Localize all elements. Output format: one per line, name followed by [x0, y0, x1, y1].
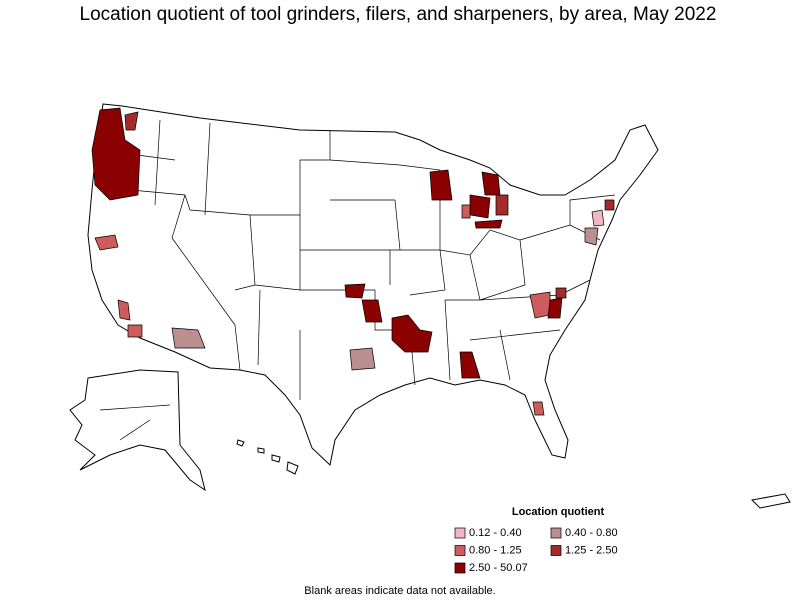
area	[474, 219, 503, 229]
legend-swatch	[550, 545, 562, 556]
legend-swatch	[454, 527, 466, 539]
lower-48	[87, 103, 659, 466]
legend-label: 0.40 - 0.80	[565, 527, 618, 539]
area	[117, 299, 131, 321]
area	[349, 347, 376, 371]
alaska	[69, 369, 206, 492]
legend-title: Location quotient	[512, 506, 605, 518]
area	[391, 314, 433, 353]
area	[171, 327, 206, 349]
footnote: Blank areas indicate data not available.	[304, 585, 495, 597]
legend-label: 0.12 - 0.40	[469, 527, 522, 539]
area	[461, 204, 471, 219]
shaded-areas	[91, 107, 615, 416]
legend-label: 1.25 - 2.50	[565, 544, 618, 556]
legend-swatch	[550, 527, 562, 539]
legend-swatch	[454, 545, 466, 556]
alaska-borders	[99, 404, 171, 441]
area	[547, 297, 563, 319]
area	[555, 287, 567, 299]
area	[94, 234, 119, 251]
area	[604, 199, 615, 211]
area	[361, 299, 383, 323]
legend-label: 2.50 - 50.07	[469, 562, 528, 574]
area	[429, 169, 453, 201]
area	[344, 283, 366, 299]
area	[459, 351, 481, 379]
legend-swatch	[454, 562, 466, 574]
hawaii	[236, 439, 299, 475]
legend-items: 0.12 - 0.40 0.40 - 0.80 0.80 - 1.25 1.25 - …	[454, 527, 618, 574]
area	[532, 401, 545, 416]
area	[481, 171, 501, 196]
legend: Location quotient 0.12 - 0.40 0.40 - 0.80…	[454, 506, 618, 574]
area	[127, 324, 143, 338]
area	[124, 111, 139, 131]
area	[91, 107, 141, 201]
puerto-rico	[750, 493, 791, 509]
area	[495, 194, 509, 216]
area	[469, 194, 491, 219]
map	[69, 103, 791, 509]
area	[584, 227, 599, 246]
legend-label: 0.80 - 1.25	[469, 544, 522, 556]
area	[591, 209, 605, 227]
map-title: Location quotient of tool grinders, file…	[80, 4, 717, 25]
